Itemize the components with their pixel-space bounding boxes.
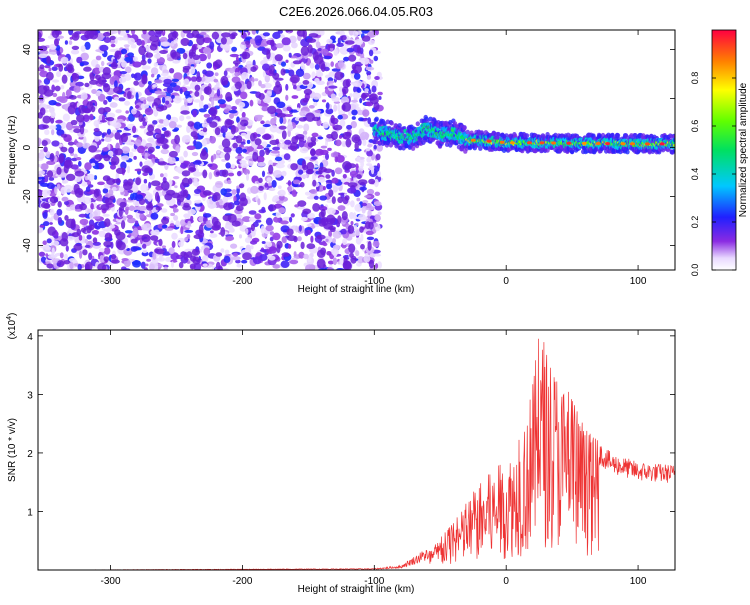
spectrogram-xtick-label: -200	[232, 276, 252, 287]
snr-ylabel: SNR (10 * v/v)	[7, 418, 18, 482]
spectrogram-xtick-label: 100	[630, 276, 647, 287]
snr-scale-suffix: )	[7, 313, 18, 316]
snr-xtick-label: 0	[503, 576, 509, 587]
spectrogram-xtick-label: -300	[101, 276, 121, 287]
snr-xlabel: Height of straight line (km)	[298, 584, 415, 595]
colorbar-gradient	[712, 30, 736, 270]
colorbar-tick-label: 0.8	[690, 72, 700, 85]
snr-ytick-label: 2	[27, 449, 33, 460]
snr-xtick-label: 100	[630, 576, 647, 587]
spectrogram-ytick-label: -20	[22, 189, 33, 204]
spectrogram-xtick-label: 0	[503, 276, 509, 287]
colorbar: 0.0 0.2 0.4 0.6 0.8 Normalized spectral ampl…	[690, 30, 749, 276]
spectrogram-ytick-label: 0	[22, 144, 33, 150]
colorbar-tick-label: 0.2	[690, 216, 700, 229]
colorbar-tick-label: 0.4	[690, 168, 700, 181]
snr-ytick-label: 4	[27, 332, 33, 343]
figure-title: C2E6.2026.066.04.05.R03	[279, 4, 433, 19]
snr-xtick-label: -300	[101, 576, 121, 587]
snr-ytick-label: 1	[27, 507, 33, 518]
spectrogram-ytick-label: -40	[22, 238, 33, 253]
colorbar-tick-label: 0.6	[690, 120, 700, 133]
spectrogram-ytick-label: 40	[22, 44, 33, 56]
snr-ytick-label: 3	[27, 390, 33, 401]
colorbar-label: Normalized spectral amplitude	[738, 82, 749, 217]
spectrogram-ytick-label: 20	[22, 93, 33, 105]
spectrogram-xlabel: Height of straight line (km)	[298, 284, 415, 295]
snr-scale-prefix: (x10	[7, 319, 18, 339]
snr-scale-label: (x104)	[6, 313, 18, 340]
colorbar-tick-label: 0.0	[690, 264, 700, 277]
spectrogram-ylabel: Frequency (Hz)	[7, 116, 18, 185]
snr-xtick-label: -200	[232, 576, 252, 587]
